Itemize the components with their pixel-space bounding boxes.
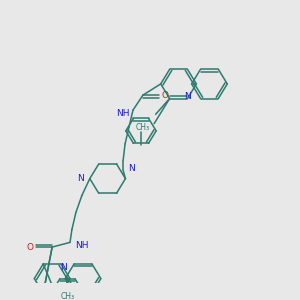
Text: NH: NH [116,110,130,118]
Text: N: N [129,164,135,173]
Text: N: N [184,92,191,101]
Text: CH₃: CH₃ [60,292,74,300]
Text: N: N [77,174,84,183]
Text: CH₃: CH₃ [136,123,150,132]
Text: O: O [27,243,34,252]
Text: O: O [161,91,168,100]
Text: NH: NH [75,241,88,250]
Text: N: N [60,263,66,272]
